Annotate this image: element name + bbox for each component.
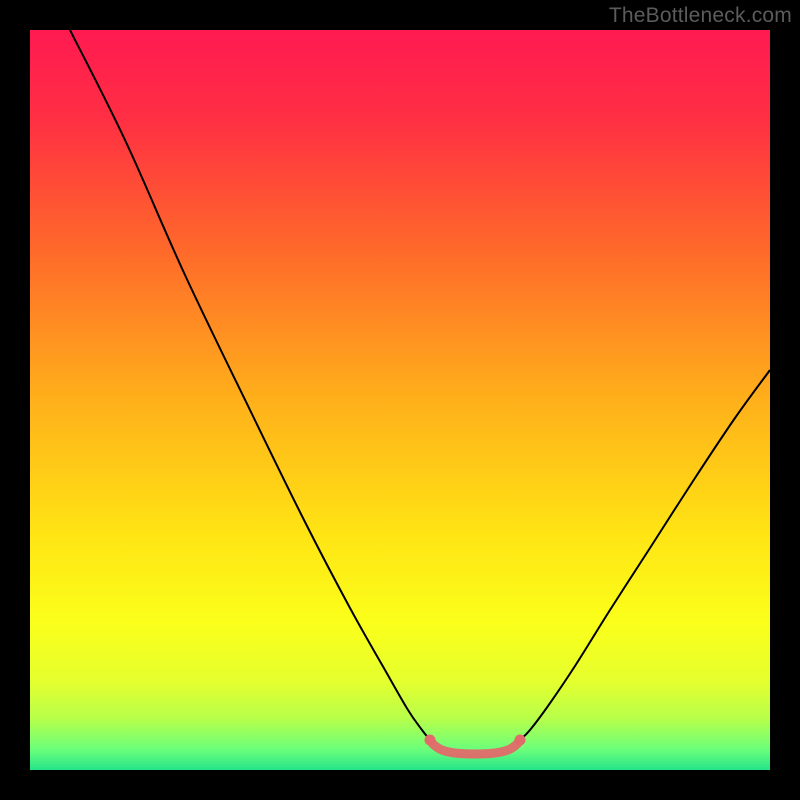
chart-frame: TheBottleneck.com [0,0,800,800]
highlight-endpoint-left [425,735,436,746]
bottleneck-curve-chart [30,30,770,770]
highlight-endpoint-right [515,735,526,746]
watermark-text: TheBottleneck.com [609,4,792,28]
gradient-background [30,30,770,770]
